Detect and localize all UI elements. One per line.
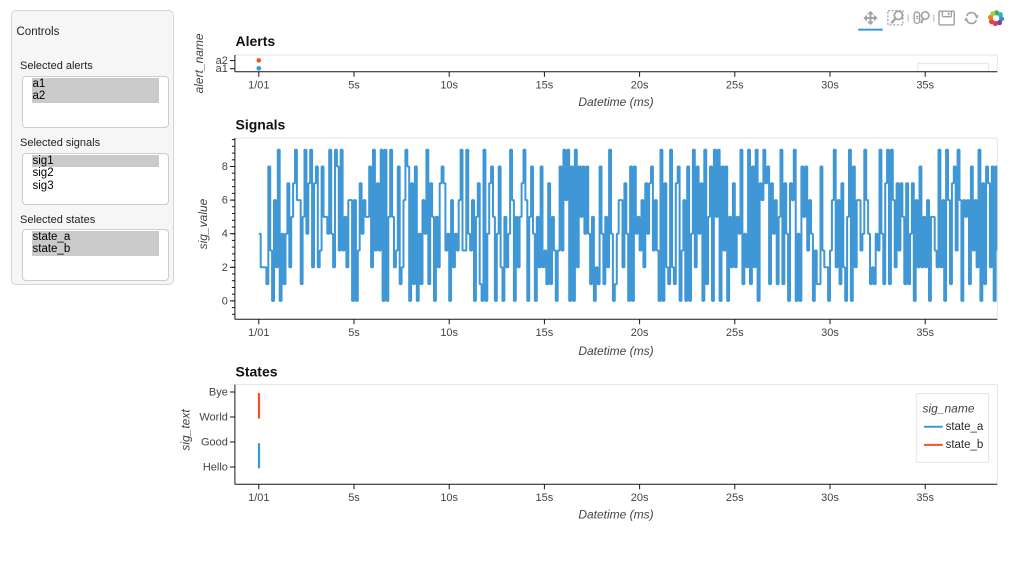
svg-text:10s: 10s — [440, 492, 458, 504]
svg-text:15s: 15s — [536, 492, 554, 504]
svg-text:a2: a2 — [216, 55, 228, 67]
svg-text:Alerts: Alerts — [236, 33, 276, 49]
svg-text:20s: 20s — [631, 492, 649, 504]
svg-text:5s: 5s — [348, 327, 360, 339]
svg-text:World: World — [199, 412, 228, 424]
svg-text:6: 6 — [222, 195, 228, 207]
svg-text:4: 4 — [222, 228, 228, 240]
svg-text:20s: 20s — [631, 327, 649, 339]
svg-text:25s: 25s — [726, 327, 744, 339]
svg-text:Hello: Hello — [203, 462, 228, 474]
svg-text:1/01: 1/01 — [248, 327, 269, 339]
svg-text:30s: 30s — [821, 79, 839, 91]
svg-text:5s: 5s — [348, 79, 360, 91]
svg-text:35s: 35s — [916, 492, 934, 504]
svg-text:a1: a1 — [216, 63, 228, 75]
svg-text:8: 8 — [222, 161, 228, 173]
svg-text:35s: 35s — [916, 327, 934, 339]
svg-text:10s: 10s — [440, 327, 458, 339]
svg-text:10s: 10s — [440, 79, 458, 91]
svg-text:0: 0 — [222, 295, 228, 307]
svg-text:Good: Good — [201, 437, 228, 449]
svg-text:sig_value: sig_value — [196, 198, 210, 249]
svg-text:States: States — [236, 363, 278, 379]
svg-text:15s: 15s — [536, 327, 554, 339]
svg-text:sig_name: sig_name — [922, 402, 974, 416]
svg-text:25s: 25s — [726, 492, 744, 504]
svg-text:Datetime (ms): Datetime (ms) — [578, 508, 653, 522]
svg-text:25s: 25s — [726, 79, 744, 91]
svg-text:30s: 30s — [821, 492, 839, 504]
svg-text:35s: 35s — [916, 79, 934, 91]
svg-text:alert_name: alert_name — [192, 33, 206, 93]
svg-text:30s: 30s — [821, 327, 839, 339]
svg-text:Bye: Bye — [209, 387, 228, 399]
svg-text:15s: 15s — [536, 79, 554, 91]
svg-text:1/01: 1/01 — [248, 79, 269, 91]
svg-text:Signals: Signals — [236, 117, 286, 133]
svg-text:1/01: 1/01 — [248, 492, 269, 504]
svg-text:5s: 5s — [348, 492, 360, 504]
svg-text:Datetime (ms): Datetime (ms) — [578, 95, 653, 109]
svg-text:20s: 20s — [631, 79, 649, 91]
svg-text:2: 2 — [222, 262, 228, 274]
svg-text:state_b: state_b — [946, 439, 984, 451]
svg-text:Datetime (ms): Datetime (ms) — [578, 344, 653, 358]
svg-text:sig_text: sig_text — [179, 409, 193, 451]
svg-text:state_a: state_a — [946, 421, 984, 433]
